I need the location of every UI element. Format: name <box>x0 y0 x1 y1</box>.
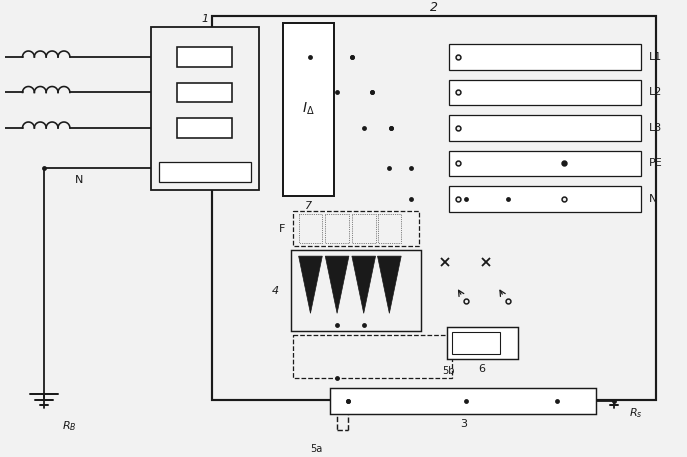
Bar <box>352 214 376 243</box>
Bar <box>447 327 517 359</box>
Bar <box>449 44 641 70</box>
Bar <box>291 250 421 331</box>
Bar <box>177 47 232 67</box>
Text: L2: L2 <box>649 87 662 97</box>
Bar <box>177 83 232 102</box>
Bar <box>150 27 259 190</box>
Polygon shape <box>352 256 376 314</box>
Bar <box>449 80 641 105</box>
Text: $R_s$: $R_s$ <box>629 406 642 420</box>
Text: N: N <box>649 194 657 204</box>
Text: $R_B$: $R_B$ <box>62 419 76 433</box>
Polygon shape <box>325 256 349 314</box>
Bar <box>177 118 232 138</box>
Polygon shape <box>299 256 322 314</box>
Text: 1: 1 <box>201 15 209 25</box>
Bar <box>283 23 334 196</box>
Bar <box>378 214 401 243</box>
Text: F: F <box>278 223 285 234</box>
Bar <box>449 151 641 176</box>
Text: L1: L1 <box>649 52 662 62</box>
Bar <box>293 335 453 378</box>
Text: 3: 3 <box>460 419 466 429</box>
Text: 5a: 5a <box>310 444 322 454</box>
Text: $I_\Delta$: $I_\Delta$ <box>302 101 315 117</box>
Bar <box>212 16 655 400</box>
Text: 6: 6 <box>479 363 486 373</box>
Bar <box>449 186 641 212</box>
Text: 4: 4 <box>272 286 279 296</box>
Text: PE: PE <box>649 159 662 169</box>
Text: 5b: 5b <box>442 366 455 376</box>
Bar <box>293 211 419 246</box>
Bar <box>453 332 500 354</box>
Polygon shape <box>378 256 401 314</box>
Bar <box>325 214 349 243</box>
Bar <box>330 388 596 414</box>
Bar <box>159 162 251 182</box>
Text: 2: 2 <box>430 1 438 14</box>
Text: L3: L3 <box>649 123 662 133</box>
Bar <box>299 214 322 243</box>
Text: 7: 7 <box>305 201 312 211</box>
Bar <box>449 115 641 141</box>
Text: N: N <box>75 175 83 185</box>
